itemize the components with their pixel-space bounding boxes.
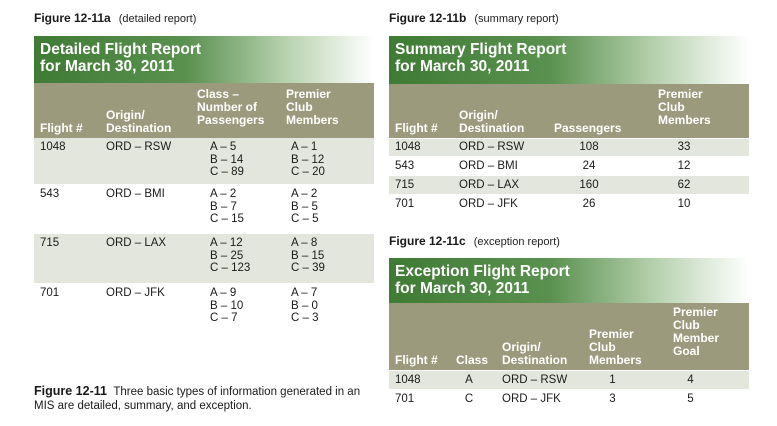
exception-row: 1048 A ORD – RSW 1 4 xyxy=(389,371,749,389)
exception-flight: 701 xyxy=(395,393,415,405)
summary-row: 1048 ORD – RSW 108 33 xyxy=(389,139,749,156)
detailed-flight: 701 xyxy=(40,287,60,299)
detailed-route: ORD – BMI xyxy=(106,188,165,200)
exception-report-table: Flight # Class Origin/ Destination Premi… xyxy=(389,303,749,411)
summary-passengers: 26 xyxy=(582,198,596,210)
detailed-row: 1048 ORD – RSW A – 5 B – 14 C – 89 A – 1… xyxy=(34,138,374,184)
caption-text: Three basic types of information generat… xyxy=(34,386,361,412)
summary-flight: 543 xyxy=(395,160,415,172)
detailed-title-line2: for March 30, 2011 xyxy=(40,58,175,75)
detailed-header-flight: Flight # xyxy=(40,121,83,135)
detailed-header-origin: Origin/ Destination xyxy=(106,108,172,135)
detailed-flight: 1048 xyxy=(40,141,66,153)
exception-flight: 1048 xyxy=(395,374,421,386)
summary-route: ORD – RSW xyxy=(459,141,525,153)
detailed-report-table: Flight # Origin/ Destination Class – Num… xyxy=(34,83,374,339)
summary-row: 715 ORD – LAX 160 62 xyxy=(389,176,749,194)
exception-route: ORD – RSW xyxy=(502,374,568,386)
detailed-premier: A – 2 B – 5 C – 5 xyxy=(291,188,319,225)
summary-premier: 12 xyxy=(677,160,691,172)
summary-header-flight: Flight # xyxy=(395,121,438,135)
exception-header-premier: Premier Club Members xyxy=(589,327,642,367)
detailed-row: 543 ORD – BMI A – 2 B – 7 C – 15 A – 2 B… xyxy=(34,185,374,233)
detailed-classes: A – 5 B – 14 C – 89 xyxy=(210,141,244,178)
summary-flight: 701 xyxy=(395,198,415,210)
detailed-row: 701 ORD – JFK A – 9 B – 10 C – 7 A – 7 B… xyxy=(34,284,374,339)
detailed-title-line1: Detailed Flight Report xyxy=(40,41,202,58)
summary-row: 543 ORD – BMI 24 12 xyxy=(389,157,749,175)
summary-row: 701 ORD – JFK 26 10 xyxy=(389,195,749,215)
summary-passengers: 160 xyxy=(579,179,599,191)
exception-title-line2: for March 30, 2011 xyxy=(395,280,530,297)
exception-figure-number: Figure 12-11c xyxy=(389,234,466,248)
figure-caption: Figure 12-11 Three basic types of inform… xyxy=(34,384,364,413)
exception-header-class: Class xyxy=(456,353,489,367)
detailed-route: ORD – RSW xyxy=(106,141,172,153)
exception-premier: 1 xyxy=(609,374,616,386)
detailed-premier: A – 8 B – 15 C – 39 xyxy=(291,237,325,274)
summary-header-origin: Origin/ Destination xyxy=(459,108,525,135)
exception-title-line1: Exception Flight Report xyxy=(395,263,570,280)
summary-header-passengers: Passengers xyxy=(554,121,622,135)
detailed-header-class: Class – Number of Passengers xyxy=(197,87,265,127)
summary-title-line1: Summary Flight Report xyxy=(395,41,567,58)
exception-figure-label: Figure 12-11c (exception report) xyxy=(389,234,560,250)
detailed-row: 715 ORD – LAX A – 12 B – 25 C – 123 A – … xyxy=(34,234,374,283)
summary-route: ORD – BMI xyxy=(459,160,518,172)
exception-goal: 5 xyxy=(687,393,694,405)
exception-goal: 4 xyxy=(687,374,694,386)
detailed-premier: A – 7 B – 0 C – 3 xyxy=(291,287,319,324)
detailed-flight: 715 xyxy=(40,237,60,249)
exception-premier: 3 xyxy=(609,393,616,405)
summary-flight: 715 xyxy=(395,179,415,191)
summary-header-premier: Premier Club Members xyxy=(658,87,711,127)
detailed-classes: A – 9 B – 10 C – 7 xyxy=(210,287,244,324)
summary-flight: 1048 xyxy=(395,141,421,153)
summary-route: ORD – LAX xyxy=(459,179,520,191)
summary-title-line2: for March 30, 2011 xyxy=(395,58,530,75)
summary-route: ORD – JFK xyxy=(459,198,518,210)
exception-table-header: Flight # Class Origin/ Destination Premi… xyxy=(389,303,749,370)
caption-figure-number: Figure 12-11 xyxy=(34,384,107,398)
exception-row: 701 C ORD – JFK 3 5 xyxy=(389,390,749,411)
exception-class: C xyxy=(464,393,474,405)
exception-route: ORD – JFK xyxy=(502,393,561,405)
detailed-figure-number: Figure 12-11a xyxy=(34,11,111,25)
detailed-route: ORD – JFK xyxy=(106,287,165,299)
summary-figure-subtitle: (summary report) xyxy=(474,13,559,25)
summary-report-table: Flight # Origin/ Destination Passengers … xyxy=(389,84,749,215)
summary-figure-label: Figure 12-11b (summary report) xyxy=(389,11,559,27)
detailed-table-header: Flight # Origin/ Destination Class – Num… xyxy=(34,83,374,138)
detailed-figure-label: Figure 12-11a (detailed report) xyxy=(34,11,196,27)
exception-header-flight: Flight # xyxy=(395,353,438,367)
summary-premier: 33 xyxy=(677,141,691,153)
detailed-report-title: Detailed Flight Report for March 30, 201… xyxy=(34,36,374,83)
exception-report-title: Exception Flight Report for March 30, 20… xyxy=(389,258,749,303)
detailed-classes: A – 12 B – 25 C – 123 xyxy=(210,237,251,274)
summary-premier: 62 xyxy=(677,179,691,191)
exception-header-origin: Origin/ Destination xyxy=(502,340,568,367)
summary-premier: 10 xyxy=(677,198,691,210)
summary-passengers: 108 xyxy=(579,141,599,153)
exception-header-goal: Premier Club Member Goal xyxy=(673,305,720,358)
detailed-figure-subtitle: (detailed report) xyxy=(118,13,197,25)
summary-figure-number: Figure 12-11b xyxy=(389,11,467,25)
detailed-flight: 543 xyxy=(40,188,60,200)
detailed-classes: A – 2 B – 7 C – 15 xyxy=(210,188,244,225)
detailed-route: ORD – LAX xyxy=(106,237,167,249)
detailed-premier: A – 1 B – 12 C – 20 xyxy=(291,141,325,178)
summary-passengers: 24 xyxy=(582,160,596,172)
summary-table-header: Flight # Origin/ Destination Passengers … xyxy=(389,84,749,138)
exception-class: A xyxy=(465,374,473,386)
summary-report-title: Summary Flight Report for March 30, 2011 xyxy=(389,36,749,84)
detailed-header-premier: Premier Club Members xyxy=(286,87,339,127)
exception-figure-subtitle: (exception report) xyxy=(473,236,560,248)
